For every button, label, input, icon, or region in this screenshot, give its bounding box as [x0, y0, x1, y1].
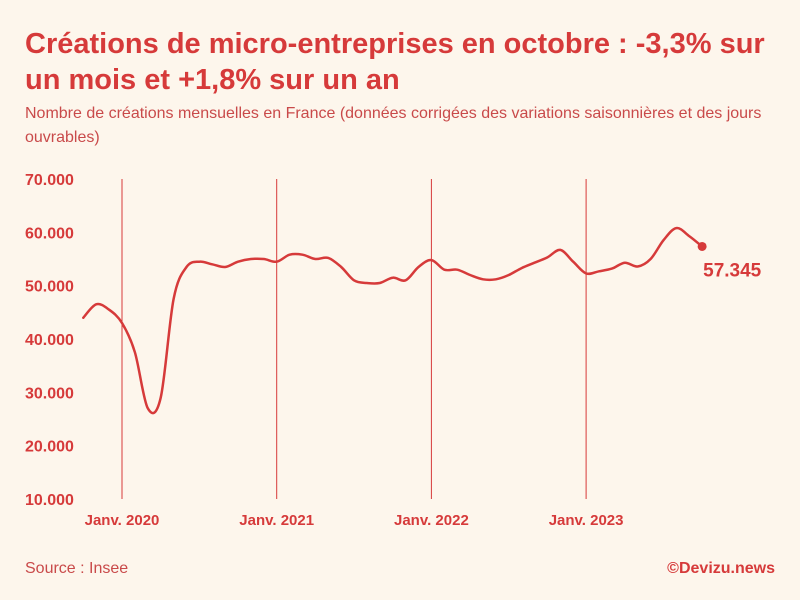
line-chart: 70.000 60.000 50.000 40.000 30.000 20.000 10.0…: [25, 172, 762, 529]
x-tick-label: Janv. 2021: [239, 512, 314, 529]
credit-link[interactable]: ©Devizu.news: [667, 560, 775, 577]
grid-layer: [121, 179, 587, 499]
chart-title: Créations de micro-entreprises en octobr…: [25, 28, 765, 96]
y-tick-label: 20.000: [25, 439, 74, 456]
y-tick-label: 60.000: [25, 225, 74, 242]
y-tick-label: 30.000: [25, 385, 74, 402]
x-tick-label: Janv. 2023: [549, 512, 624, 529]
series-line: [82, 226, 704, 415]
y-axis: 70.000 60.000 50.000 40.000 30.000 20.000 10.0…: [25, 172, 74, 509]
y-tick-label: 40.000: [25, 332, 74, 349]
y-tick-label: 10.000: [25, 492, 74, 509]
x-axis: Janv. 2020 Janv. 2021 Janv. 2022 Janv. 2023: [85, 512, 624, 529]
last-value-label: 57.345: [703, 260, 762, 281]
x-tick-label: Janv. 2022: [394, 512, 469, 529]
annotation-layer: 57.345: [697, 241, 762, 281]
source-note: Source : Insee: [25, 560, 129, 577]
last-point-marker: [697, 241, 707, 251]
series-layer: [82, 226, 704, 415]
chart-subtitle: Nombre de créations mensuelles en France…: [25, 105, 762, 146]
chart-area: 70.000 60.000 50.000 40.000 30.000 20.000 10.0…: [0, 160, 800, 540]
x-tick-label: Janv. 2020: [85, 512, 160, 529]
y-tick-label: 50.000: [25, 279, 74, 296]
y-tick-label: 70.000: [25, 172, 74, 189]
